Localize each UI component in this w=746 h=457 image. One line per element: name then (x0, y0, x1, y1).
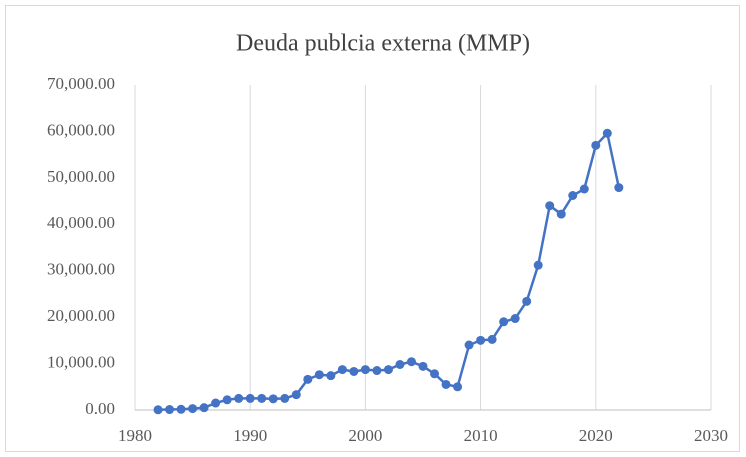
y-tick-label: 10,000.00 (47, 352, 115, 371)
y-tick-label: 70,000.00 (47, 74, 115, 93)
point (591, 140, 601, 150)
point (453, 382, 463, 392)
y-tick-label: 40,000.00 (47, 213, 115, 232)
point (188, 404, 198, 414)
point (360, 365, 370, 375)
point (337, 365, 347, 375)
x-tick-label: 2020 (579, 426, 613, 445)
x-tick-label: 1980 (118, 426, 152, 445)
point (545, 201, 555, 211)
point (326, 371, 336, 381)
point (499, 317, 509, 327)
chart-border (5, 5, 740, 452)
x-tick-label: 2000 (348, 426, 382, 445)
point (487, 334, 497, 344)
point (211, 398, 221, 408)
point (222, 395, 232, 405)
point (510, 314, 520, 324)
point (176, 404, 186, 414)
point (568, 191, 578, 200)
point (602, 128, 612, 138)
point (349, 366, 359, 376)
y-tick-label: 20,000.00 (47, 306, 115, 325)
y-tick-label: 60,000.00 (47, 120, 115, 139)
point (579, 184, 589, 194)
y-tick-label: 0.00 (85, 399, 115, 418)
point (406, 357, 416, 367)
point (303, 374, 313, 384)
point (476, 335, 486, 345)
point (153, 405, 163, 415)
point (372, 366, 382, 376)
point (522, 296, 532, 306)
point (383, 365, 393, 375)
point (280, 393, 290, 403)
y-tick-label: 30,000.00 (47, 260, 115, 279)
point (464, 340, 474, 350)
point (257, 393, 267, 403)
point (199, 403, 209, 413)
point (165, 405, 175, 415)
point (430, 369, 440, 379)
point (291, 390, 301, 400)
point (268, 394, 278, 404)
x-tick-label: 1990 (233, 426, 267, 445)
point (533, 260, 543, 270)
point (395, 360, 405, 369)
y-tick-label: 50,000.00 (47, 167, 115, 186)
x-tick-label: 2030 (694, 426, 728, 445)
point (418, 361, 428, 371)
point (441, 379, 451, 389)
point (556, 209, 566, 219)
chart-title: Deuda publcia externa (MMP) (236, 31, 530, 57)
point (245, 393, 255, 403)
point (314, 370, 324, 380)
x-tick-label: 2010 (464, 426, 498, 445)
point (614, 183, 624, 193)
point (234, 393, 244, 403)
